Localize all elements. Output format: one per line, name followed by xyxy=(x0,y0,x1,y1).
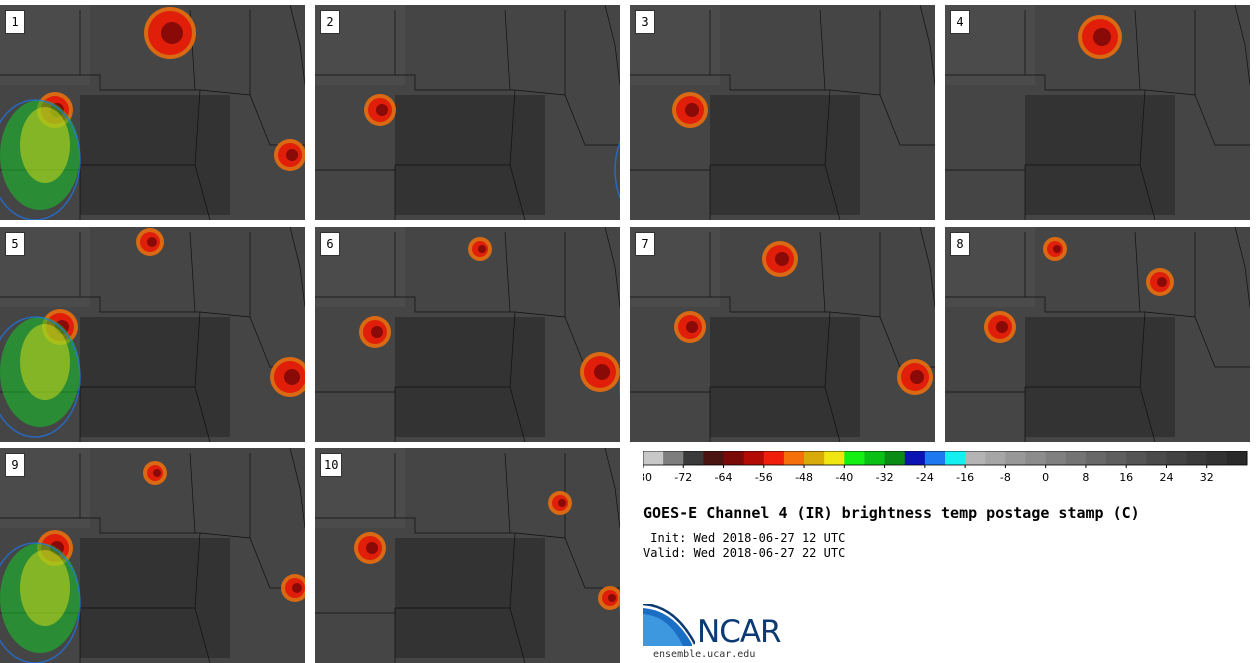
colorbar-segment xyxy=(945,451,966,465)
colorbar-segment xyxy=(985,451,1006,465)
ir-satellite-map xyxy=(315,5,620,220)
colorbar-tick-label: 32 xyxy=(1200,471,1214,484)
colorbar-segment xyxy=(683,451,704,465)
colorbar-segment xyxy=(1065,451,1087,465)
forecast-panel: 10 xyxy=(315,448,620,663)
ir-satellite-map xyxy=(945,227,1250,442)
colorbar-segment xyxy=(884,451,906,465)
forecast-panel: 2 xyxy=(315,5,620,220)
panel-number: 7 xyxy=(635,232,655,256)
panel-number: 3 xyxy=(635,10,655,34)
colorbar-tick-label: -64 xyxy=(715,471,733,484)
colorbar-segment xyxy=(1085,451,1107,465)
forecast-panel: 3 xyxy=(630,5,935,220)
colorbar-tick-label: -56 xyxy=(755,471,773,484)
colorbar-segment xyxy=(783,451,805,465)
forecast-panel: 8 xyxy=(945,227,1250,442)
colorbar-tick-label: -40 xyxy=(835,471,853,484)
colorbar-segment xyxy=(1226,451,1248,465)
panel-number: 6 xyxy=(320,232,340,256)
colorbar-segment xyxy=(924,451,946,465)
colorbar-tick-label: -32 xyxy=(876,471,894,484)
colorbar-segment xyxy=(1005,451,1027,465)
colorbar-segment xyxy=(804,451,825,465)
colorbar-segment xyxy=(1106,451,1127,465)
panel-number: 1 xyxy=(5,10,25,34)
forecast-panel: 9 xyxy=(0,448,305,663)
colorbar-tick-label: -48 xyxy=(795,471,813,484)
panel-number: 10 xyxy=(320,453,343,477)
colorbar-segment xyxy=(1166,451,1188,465)
forecast-panel: 4 xyxy=(945,5,1250,220)
colorbar-tick-label: -16 xyxy=(956,471,974,484)
colorbar-tick-label: 16 xyxy=(1119,471,1133,484)
figure-title: GOES-E Channel 4 (IR) brightness temp po… xyxy=(643,504,1140,522)
ncar-url[interactable]: ensemble.ucar.edu xyxy=(653,649,756,660)
ncar-logo-icon xyxy=(643,604,695,646)
init-time: Init: Wed 2018-06-27 12 UTC xyxy=(643,531,846,545)
colorbar-segment xyxy=(1146,451,1167,465)
ir-satellite-map xyxy=(630,227,935,442)
ir-satellite-map xyxy=(315,227,620,442)
colorbar-segment xyxy=(643,451,664,465)
colorbar-tick-label: 8 xyxy=(1082,471,1089,484)
colorbar-tick-label: -24 xyxy=(916,471,934,484)
forecast-panel: 6 xyxy=(315,227,620,442)
colorbar-segment xyxy=(1186,451,1208,465)
panel-number: 2 xyxy=(320,10,340,34)
panel-number: 5 xyxy=(5,232,25,256)
forecast-panel: 1 xyxy=(0,5,305,220)
colorbar-segment xyxy=(904,451,926,465)
colorbar-segment xyxy=(743,451,765,465)
colorbar-segment xyxy=(1045,451,1067,465)
ir-satellite-map xyxy=(630,5,935,220)
ir-satellite-map xyxy=(0,227,305,442)
valid-time: Valid: Wed 2018-06-27 22 UTC xyxy=(643,546,846,560)
colorbar-tick-label: -80 xyxy=(643,471,652,484)
colorbar-segment xyxy=(763,451,785,465)
colorbar-segment xyxy=(1206,451,1228,465)
colorbar-segment xyxy=(663,451,684,465)
forecast-panel: 7 xyxy=(630,227,935,442)
colorbar-segment xyxy=(1126,451,1147,465)
colorbar-tick-label: -72 xyxy=(674,471,692,484)
ir-satellite-map xyxy=(315,448,620,663)
colorbar-tick-label: 0 xyxy=(1042,471,1049,484)
colorbar-segment xyxy=(965,451,986,465)
panel-number: 8 xyxy=(950,232,970,256)
panel-number: 9 xyxy=(5,453,25,477)
ir-satellite-map xyxy=(0,448,305,663)
colorbar-segment xyxy=(723,451,745,465)
colorbar-segment xyxy=(824,451,845,465)
colorbar-segment xyxy=(703,451,725,465)
colorbar-tick-label: -8 xyxy=(1000,471,1011,484)
ncar-logo-text: NCAR xyxy=(697,614,782,650)
panel-number: 4 xyxy=(950,10,970,34)
colorbar-segment xyxy=(864,451,886,465)
ir-satellite-map xyxy=(0,5,305,220)
colorbar-segment xyxy=(1025,451,1047,465)
ir-satellite-map xyxy=(945,5,1250,220)
forecast-panel: 5 xyxy=(0,227,305,442)
colorbar-tick-label: 24 xyxy=(1159,471,1173,484)
colorbar-segment xyxy=(844,451,865,465)
